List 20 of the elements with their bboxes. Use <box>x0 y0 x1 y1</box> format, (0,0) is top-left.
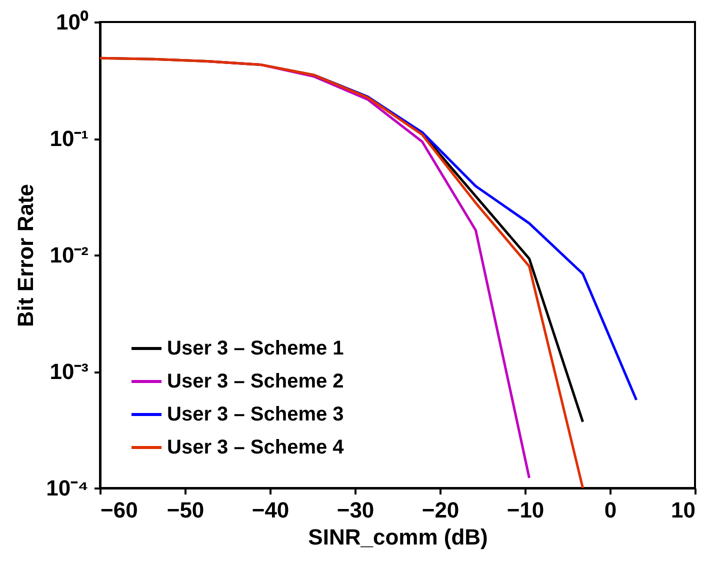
x-axis-title: SINR_comm (dB) <box>308 524 488 550</box>
y-tick-label: 10⁻² <box>50 242 88 268</box>
legend-label: User 3 – Scheme 4 <box>167 436 345 458</box>
line-series <box>98 56 584 490</box>
x-tick-label: −10 <box>506 498 544 522</box>
legend-label: User 3 – Scheme 2 <box>167 370 344 392</box>
x-tick-label: −50 <box>166 498 204 522</box>
x-tick-label: 10 <box>671 498 696 522</box>
y-tick-label: 10⁻⁴ <box>46 476 88 500</box>
x-tick-label: −60 <box>100 498 138 522</box>
y-axis-title: Bit Error Rate <box>13 184 38 328</box>
y-tick-label: 10⁻³ <box>50 359 88 384</box>
y-tick-label: 10⁻¹ <box>50 126 88 151</box>
legend-label: User 3 – Scheme 1 <box>167 338 344 360</box>
y-tick-label: 10⁰ <box>56 10 88 34</box>
x-tick-label: −20 <box>422 498 460 522</box>
legend-label: User 3 – Scheme 3 <box>167 404 344 426</box>
x-tick-label: −30 <box>336 498 374 522</box>
x-tick-label: −40 <box>252 498 290 522</box>
x-tick-label: 0 <box>604 498 617 522</box>
